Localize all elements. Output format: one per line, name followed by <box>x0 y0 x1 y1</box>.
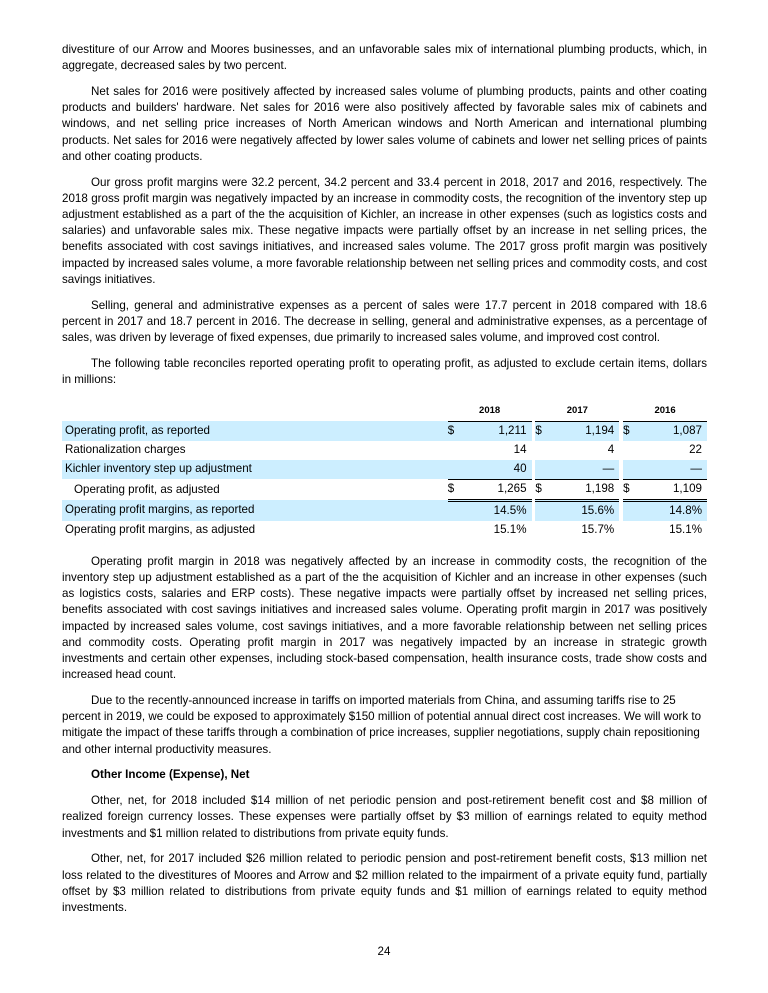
cell-value: 1,194 <box>553 421 620 441</box>
cell-value: 14.5% <box>447 500 532 521</box>
row-label: Operating profit margins, as reported <box>62 500 448 521</box>
cell-value: 15.1% <box>669 523 702 537</box>
row-label: Kichler inventory step up adjustment <box>62 459 448 480</box>
paragraph: Net sales for 2016 were positively affec… <box>62 85 707 163</box>
year-header: 2017 <box>535 402 620 422</box>
operating-profit-table: 2018 2017 2016 Operating profit, as repo… <box>62 402 707 540</box>
cell-value: 1,087 <box>640 421 707 441</box>
section-heading: Other Income (Expense), Net <box>91 768 250 782</box>
paragraph: Our gross profit margins were 32.2 perce… <box>62 175 707 286</box>
cell-value: 15.7% <box>581 523 615 537</box>
currency-symbol: $ <box>535 421 554 441</box>
table-row: Operating profit margins, as adjusted 15… <box>62 520 707 540</box>
row-label: Operating profit margins, as adjusted <box>65 523 256 537</box>
cell-value: 4 <box>607 443 615 457</box>
currency-symbol: $ <box>447 479 466 502</box>
row-label: Rationalization charges <box>65 443 186 457</box>
row-label: Operating profit, as adjusted <box>74 482 220 496</box>
row-label: Operating profit, as reported <box>62 421 448 441</box>
currency-symbol: $ <box>623 479 641 502</box>
table-row: Operating profit, as reported $1,211 $1,… <box>62 421 707 441</box>
cell-value: 14 <box>513 443 527 457</box>
paragraph: divestiture of our Arrow and Moores busi… <box>62 43 707 73</box>
cell-value: 22 <box>689 443 702 457</box>
page-number: 24 <box>377 945 391 958</box>
table-row: Rationalization charges 14 4 22 <box>62 440 707 460</box>
paragraph: The following table reconciles reported … <box>62 356 707 387</box>
currency-symbol: $ <box>623 421 641 441</box>
table-row: Operating profit margins, as reported 14… <box>62 500 707 521</box>
table-header-row: 2018 2017 2016 <box>62 402 707 422</box>
cell-value: 40 <box>465 459 532 480</box>
cell-value: 1,198 <box>553 479 620 502</box>
paragraph: Due to the recently-announced increase i… <box>62 693 702 756</box>
paragraph: Other, net, for 2018 included $14 millio… <box>62 794 707 840</box>
cell-value: 1,211 <box>465 421 532 441</box>
cell-value: — <box>553 459 620 480</box>
cell-value: 14.8% <box>623 500 707 521</box>
cell-value: 15.1% <box>493 523 527 537</box>
paragraph: Operating profit margin in 2018 was nega… <box>62 554 707 682</box>
cell-value: 15.6% <box>535 500 620 521</box>
paragraph: Other, net, for 2017 included $26 millio… <box>62 852 707 914</box>
table-row: Kichler inventory step up adjustment 40 … <box>62 459 707 480</box>
cell-value: 1,109 <box>640 479 707 502</box>
currency-symbol: $ <box>535 479 554 502</box>
year-header: 2016 <box>623 402 707 422</box>
table-row: Operating profit, as adjusted $1,265 $1,… <box>62 479 707 502</box>
cell-value: — <box>640 459 707 480</box>
year-header: 2018 <box>447 402 532 422</box>
page-content: divestiture of our Arrow and Moores busi… <box>62 42 707 926</box>
currency-symbol: $ <box>447 421 466 441</box>
paragraph: Selling, general and administrative expe… <box>62 298 707 345</box>
cell-value: 1,265 <box>465 479 532 502</box>
